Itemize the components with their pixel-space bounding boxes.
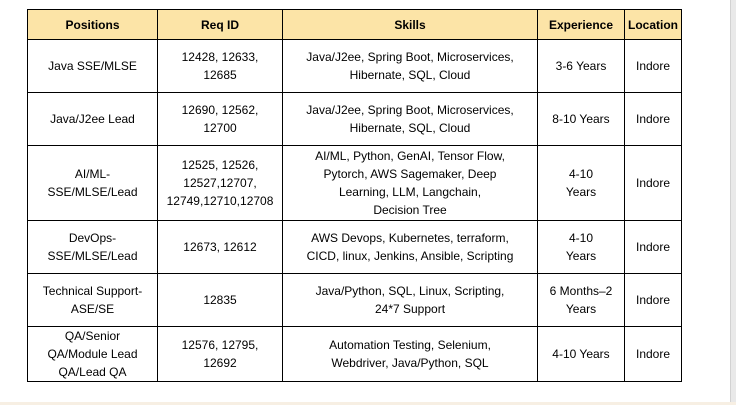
cell-experience: 3-6 Years (537, 39, 625, 93)
cell-location: Indore (624, 273, 682, 327)
cell-experience: 4-10 Years (537, 145, 625, 221)
cell-skills: Automation Testing, Selenium, Webdriver,… (282, 326, 538, 382)
cell-position: QA/Senior QA/Module Lead QA/Lead QA (27, 326, 158, 382)
table-row: Java/J2ee Lead 12690, 12562, 12700 Java/… (27, 92, 682, 146)
cell-skills: AWS Devops, Kubernetes, terraform, CICD,… (282, 220, 538, 274)
cell-position: DevOps- SSE/MLSE/Lead (27, 220, 158, 274)
cell-req-id: 12428, 12633, 12685 (157, 39, 283, 93)
cell-req-id: 12835 (157, 273, 283, 327)
table-row: Java SSE/MLSE 12428, 12633, 12685 Java/J… (27, 39, 682, 93)
job-openings-table: Positions Req ID Skills Experience Locat… (27, 9, 682, 382)
cell-skills: Java/Python, SQL, Linux, Scripting, 24*7… (282, 273, 538, 327)
table-row: Technical Support- ASE/SE 12835 Java/Pyt… (27, 273, 682, 327)
header-req-id: Req ID (157, 9, 283, 40)
cell-req-id: 12525, 12526, 12527,12707, 12749,12710,1… (157, 145, 283, 221)
table-header-row: Positions Req ID Skills Experience Locat… (27, 9, 682, 40)
cell-location: Indore (624, 220, 682, 274)
cell-position: Java/J2ee Lead (27, 92, 158, 146)
header-skills: Skills (282, 9, 538, 40)
cell-req-id: 12690, 12562, 12700 (157, 92, 283, 146)
cell-req-id: 12673, 12612 (157, 220, 283, 274)
cell-location: Indore (624, 326, 682, 382)
cell-skills: Java/J2ee, Spring Boot, Microservices, H… (282, 39, 538, 93)
window-scrollbar-edge (730, 0, 736, 405)
cell-position: Technical Support- ASE/SE (27, 273, 158, 327)
cell-req-id: 12576, 12795, 12692 (157, 326, 283, 382)
cell-position: AI/ML- SSE/MLSE/Lead (27, 145, 158, 221)
cell-skills: Java/J2ee, Spring Boot, Microservices, H… (282, 92, 538, 146)
cell-location: Indore (624, 39, 682, 93)
cell-location: Indore (624, 92, 682, 146)
cell-position: Java SSE/MLSE (27, 39, 158, 93)
cell-experience: 4-10 Years (537, 220, 625, 274)
page-bottom-edge (0, 402, 736, 405)
header-experience: Experience (537, 9, 625, 40)
table-row: QA/Senior QA/Module Lead QA/Lead QA 1257… (27, 326, 682, 382)
header-location: Location (624, 9, 682, 40)
cell-experience: 4-10 Years (537, 326, 625, 382)
cell-location: Indore (624, 145, 682, 221)
cell-skills: AI/ML, Python, GenAI, Tensor Flow, Pytor… (282, 145, 538, 221)
cell-experience: 8-10 Years (537, 92, 625, 146)
cell-experience: 6 Months–2 Years (537, 273, 625, 327)
table-row: DevOps- SSE/MLSE/Lead 12673, 12612 AWS D… (27, 220, 682, 274)
header-positions: Positions (27, 9, 158, 40)
table-row: AI/ML- SSE/MLSE/Lead 12525, 12526, 12527… (27, 145, 682, 221)
